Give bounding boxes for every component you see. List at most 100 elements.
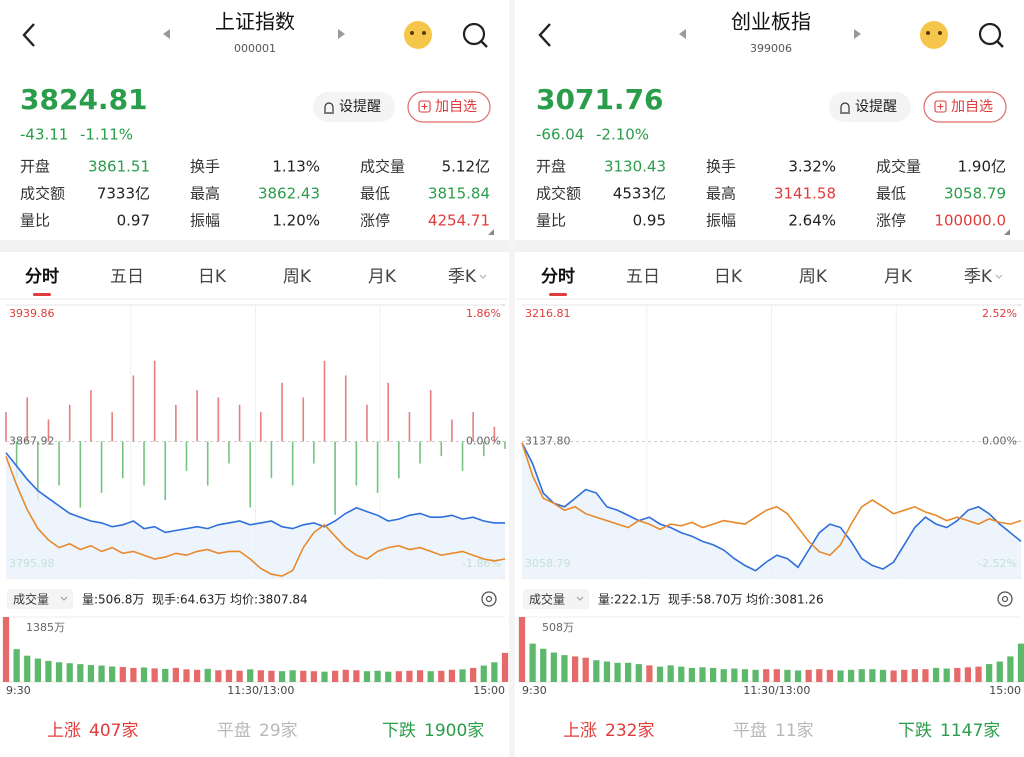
next-index[interactable] (854, 29, 861, 39)
volume-bar (162, 668, 169, 682)
volume-bar (204, 668, 211, 682)
volume-bar (130, 667, 137, 682)
breadth-bar (196, 390, 198, 442)
volume-bar (310, 671, 318, 682)
volume-stat: 均价:3081.26 (746, 593, 824, 607)
breadth-bar (121, 441, 124, 479)
volume-bar (709, 667, 717, 682)
x-tick-label: 15:00 (473, 684, 505, 697)
volume-bar (66, 663, 73, 682)
breadth-bar (323, 360, 326, 442)
volume-bar (342, 669, 349, 682)
tab-underline (33, 293, 51, 296)
mascot-icon[interactable] (404, 21, 432, 49)
tab-more-chevron[interactable] (479, 274, 487, 279)
prev-index[interactable] (163, 29, 170, 39)
volume-bar (151, 668, 158, 682)
breadth-bar (429, 390, 432, 442)
volume-selector[interactable] (7, 589, 73, 609)
price-area (522, 442, 1021, 578)
volume-selector-chevron (576, 596, 584, 601)
volume-bar (922, 669, 929, 682)
breadth-bar (281, 382, 283, 442)
volume-bar (656, 666, 664, 682)
settings-icon[interactable] (997, 591, 1013, 607)
back-button[interactable] (22, 23, 35, 47)
volume-bar (794, 670, 802, 682)
plus-sign (937, 103, 944, 110)
volume-bar (480, 665, 487, 682)
alert-label: 设提醒 (855, 99, 897, 115)
volume-bar (363, 671, 371, 682)
tab-more-chevron[interactable] (995, 274, 1003, 279)
volume-bar (932, 667, 940, 682)
breadth-bar (504, 441, 506, 449)
volume-bar (826, 669, 834, 682)
search-handle (480, 40, 488, 48)
panel-divider (509, 0, 515, 757)
breadth-label: 平盘 (733, 721, 767, 741)
volume-selector[interactable] (523, 589, 589, 609)
mascot-eye (410, 31, 414, 35)
breadth-bar (111, 412, 113, 442)
tab[interactable]: 五日 (110, 267, 144, 287)
settings-icon-core (485, 595, 493, 603)
tab[interactable]: 季K (964, 267, 993, 287)
stat-value: 1.90亿 (958, 158, 1006, 176)
breadth-bar (440, 441, 443, 457)
alert-button[interactable] (829, 92, 911, 122)
stat-label: 量比 (536, 212, 566, 230)
mascot-icon[interactable] (920, 21, 948, 49)
x-tick-label: 9:30 (522, 684, 547, 697)
tab[interactable]: 分时 (25, 267, 59, 287)
expand-corner[interactable] (1004, 229, 1010, 235)
volume-bar (395, 671, 402, 682)
volume-bar (300, 670, 307, 682)
expand-corner[interactable] (488, 229, 494, 235)
back-button[interactable] (538, 23, 551, 47)
stat-label: 最低 (876, 185, 906, 203)
next-index[interactable] (338, 29, 345, 39)
volume-bar (731, 668, 738, 682)
volume-bar (34, 658, 41, 682)
tab[interactable]: 月K (884, 267, 913, 287)
breadth-count: 1900家 (424, 721, 484, 741)
alert-button[interactable] (313, 92, 395, 122)
stat-value: 1.13% (272, 158, 320, 176)
volume-bar (593, 660, 600, 682)
watch-button[interactable] (923, 91, 1007, 123)
breadth-bar (79, 441, 82, 508)
volume-bar (561, 655, 568, 682)
volume-selector-label: 成交量 (13, 592, 49, 607)
prev-index[interactable] (679, 29, 686, 39)
tab[interactable]: 周K (799, 267, 828, 287)
tab[interactable]: 月K (368, 267, 397, 287)
watch-label: 加自选 (951, 99, 993, 115)
volume-bar (869, 669, 876, 682)
breadth-bar (419, 441, 421, 464)
volume-bar (459, 669, 466, 682)
tab[interactable]: 周K (283, 267, 312, 287)
breadth-bar (90, 390, 92, 442)
breadth-count: 407家 (89, 721, 138, 741)
watch-button[interactable] (407, 91, 491, 123)
tab[interactable]: 日K (198, 267, 227, 287)
breadth-bar (249, 441, 251, 508)
plus-icon (418, 100, 431, 113)
search-icon[interactable] (978, 22, 1002, 46)
stat-label: 开盘 (20, 158, 50, 176)
volume-selector-chevron (60, 596, 68, 601)
volume-bar (688, 667, 695, 682)
stat-label: 换手 (190, 158, 220, 176)
stat-value: 4254.71 (428, 212, 490, 230)
settings-icon[interactable] (481, 591, 497, 607)
tab[interactable]: 分时 (541, 267, 575, 287)
tab[interactable]: 五日 (626, 267, 660, 287)
volume-bar (848, 669, 855, 682)
breadth-bar (185, 441, 188, 471)
stat-label: 成交额 (536, 185, 581, 203)
tab[interactable]: 季K (448, 267, 477, 287)
search-icon[interactable] (462, 22, 486, 46)
tab[interactable]: 日K (714, 267, 743, 287)
volume-bar (582, 657, 589, 682)
